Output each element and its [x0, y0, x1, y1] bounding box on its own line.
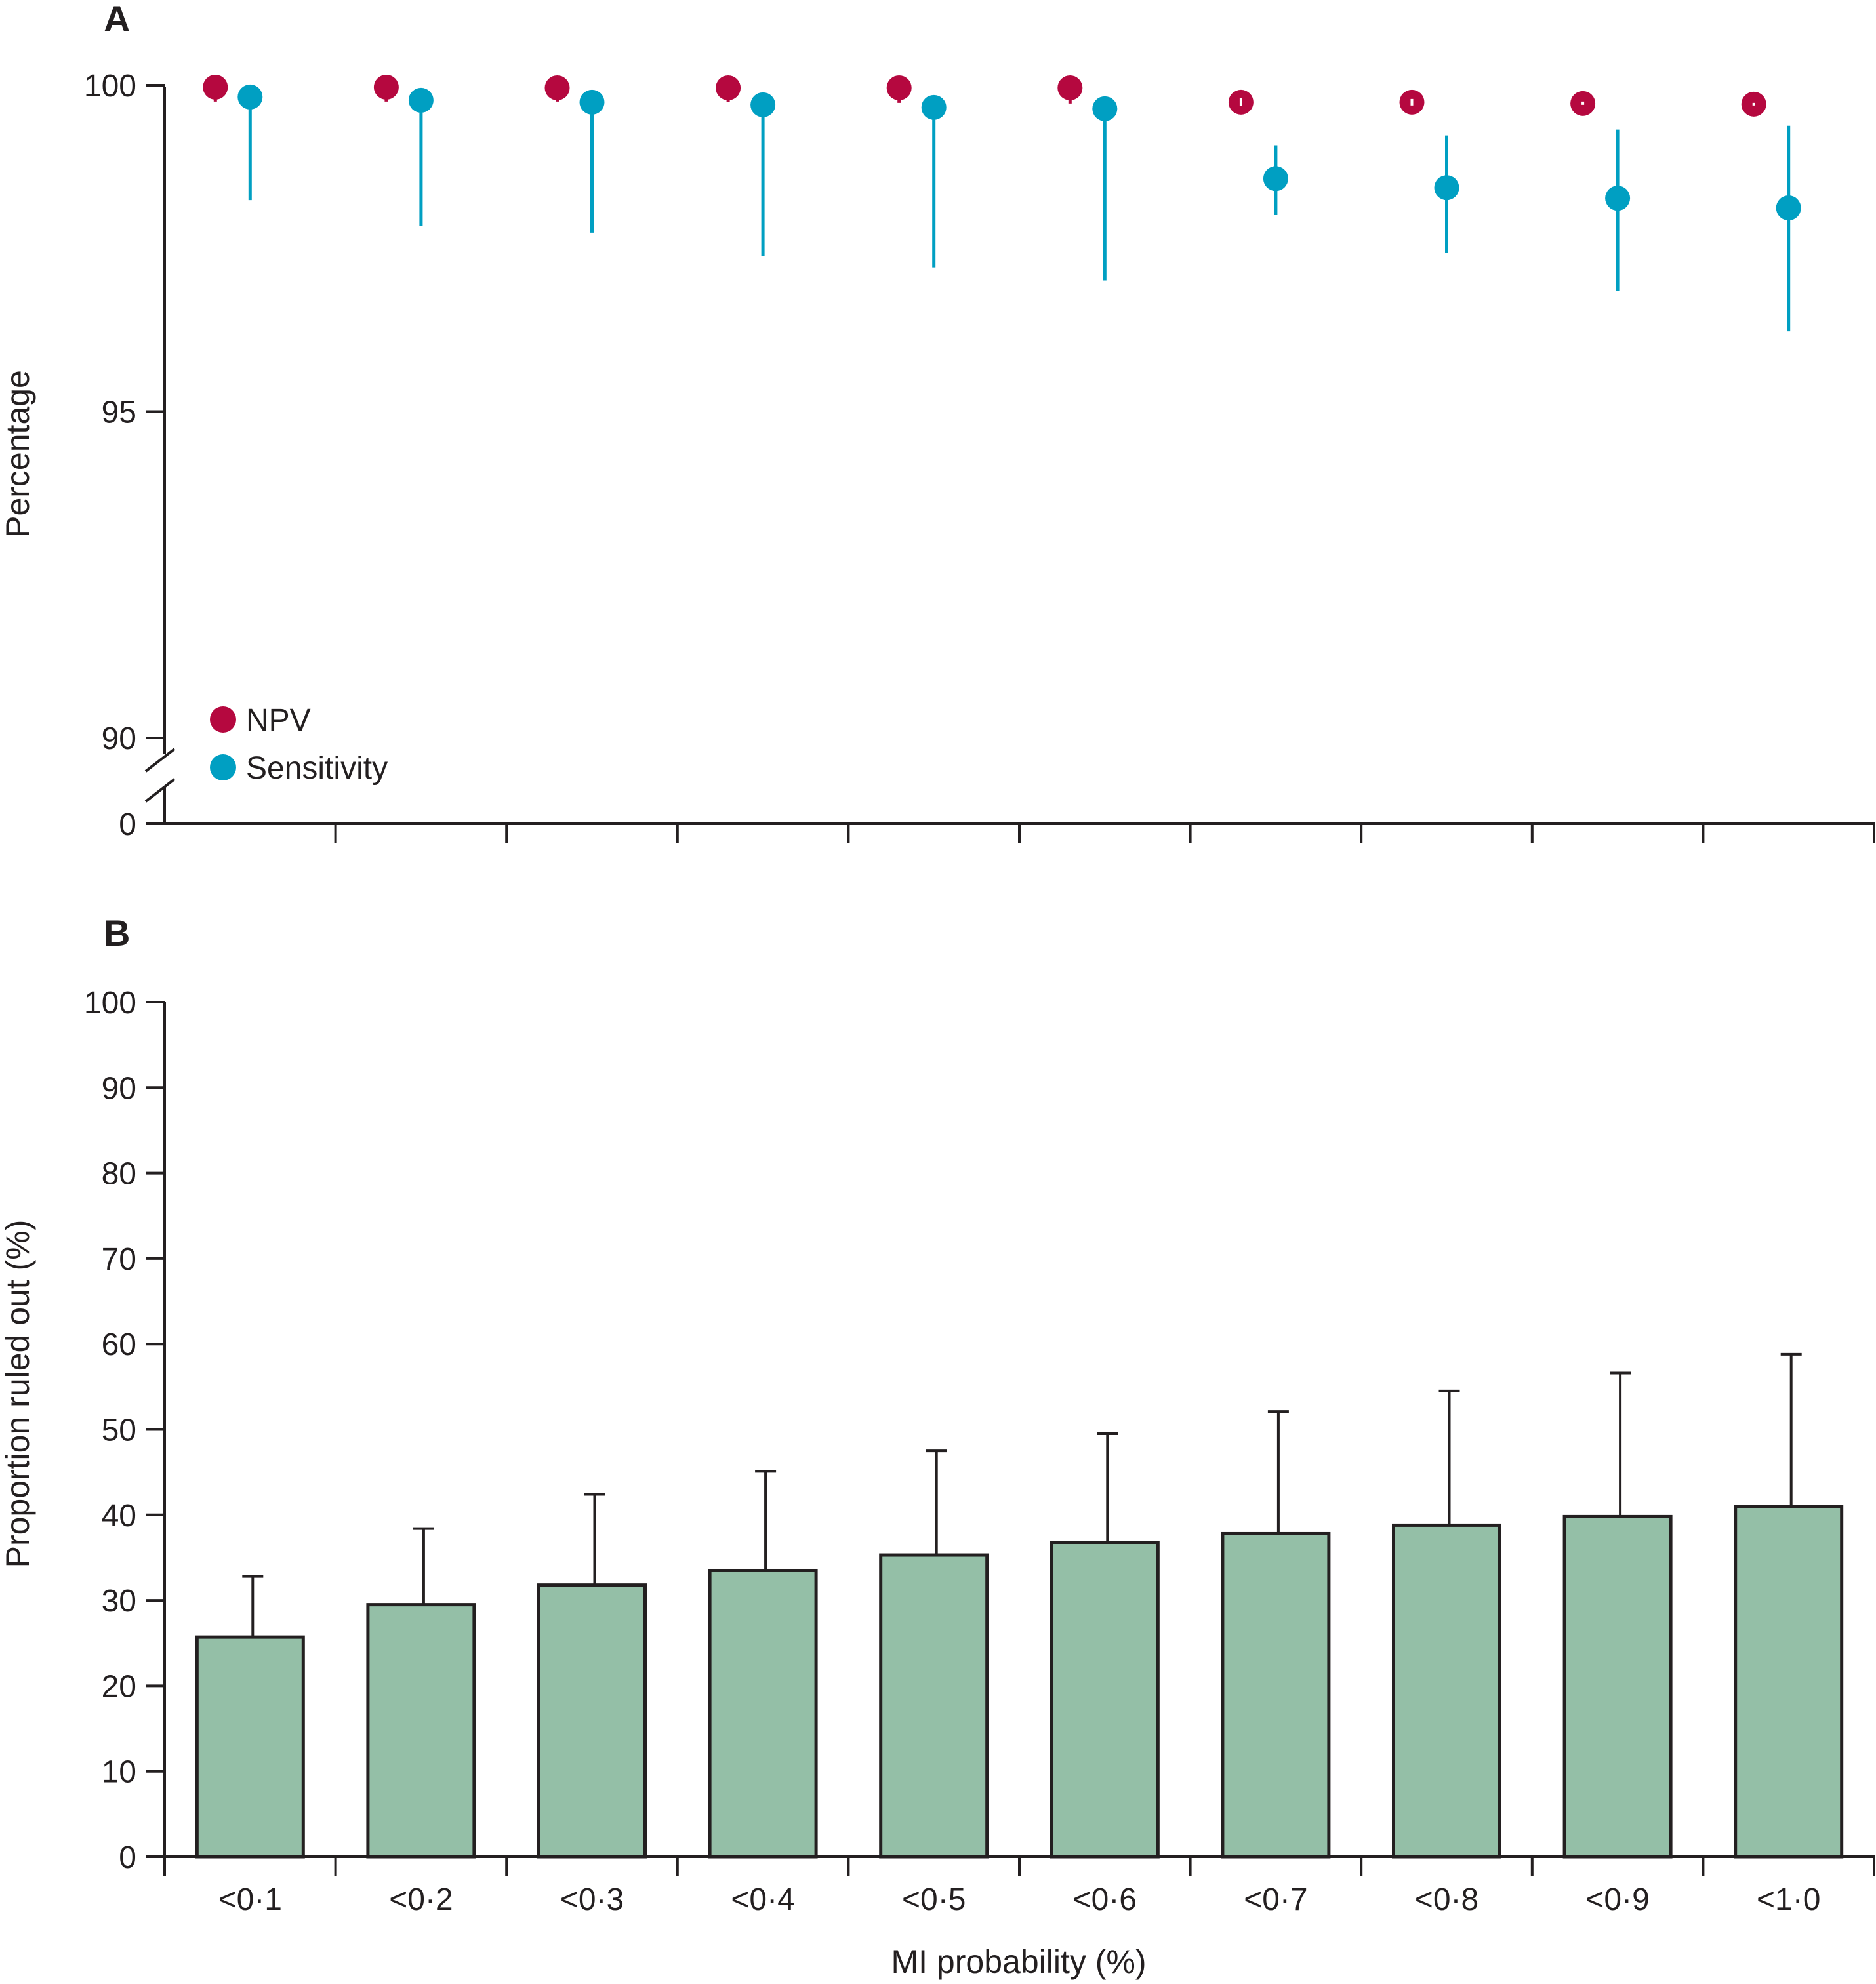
y-tick-label: 100	[84, 69, 136, 104]
y-tick-label: 40	[102, 1499, 136, 1533]
panel-a-label: A	[104, 0, 130, 39]
legend-marker-npv	[210, 706, 236, 733]
npv-point	[716, 75, 741, 100]
sensitivity-point	[237, 84, 263, 110]
y-axis-title: Percentage	[0, 370, 36, 538]
y-tick-label: 50	[102, 1413, 136, 1448]
sensitivity-point	[1776, 195, 1801, 221]
npv-point	[544, 75, 570, 100]
y-tick-label: 10	[102, 1755, 136, 1790]
bar	[1392, 1523, 1501, 1859]
sensitivity-point	[408, 87, 434, 113]
x-axis-title: MI probability (%)	[891, 1943, 1147, 1980]
sensitivity-point	[921, 94, 947, 120]
bar	[1221, 1531, 1331, 1859]
npv-point	[886, 75, 912, 100]
y-tick-label: 90	[102, 1071, 136, 1106]
y-tick-label: 95	[102, 395, 136, 430]
sensitivity-point	[1092, 96, 1118, 121]
x-tick-label: <1·0	[1757, 1882, 1820, 1917]
axis-break-mark	[144, 778, 176, 803]
sensitivity-point	[1434, 175, 1459, 201]
axis-break-mark	[144, 748, 176, 773]
bar	[537, 1583, 647, 1859]
npv-point	[373, 74, 399, 100]
bar	[1562, 1514, 1673, 1859]
y-tick-label: 0	[119, 807, 136, 842]
y-tick-label: 90	[102, 721, 136, 756]
y-tick-label: 30	[102, 1584, 136, 1619]
x-tick-label: <0·3	[560, 1882, 624, 1917]
sensitivity-point	[579, 89, 605, 115]
x-tick-label: <0·7	[1244, 1882, 1307, 1917]
sensitivity-point	[1605, 186, 1631, 211]
y-axis-title: Proportion ruled out (%)	[0, 1220, 36, 1568]
bar	[1050, 1540, 1160, 1859]
y-tick-label: 60	[102, 1327, 136, 1362]
y-tick-label: 0	[119, 1840, 136, 1875]
panel-b: 0 10 20 30 40 50 60 70 80 90 100 <0·1 <0·2 <0·3 <0·4 <0…	[0, 986, 1875, 1980]
y-tick-label: 20	[102, 1669, 136, 1704]
x-tick-label: <0·9	[1585, 1882, 1649, 1917]
x-tick-label: <0·2	[389, 1882, 453, 1917]
bar	[195, 1635, 305, 1859]
x-tick-label: <0·6	[1073, 1882, 1137, 1917]
panel-a: 0 90 95 100 Percentage NPV Sensitivity	[0, 69, 1875, 843]
x-tick-label: <0·1	[218, 1882, 282, 1917]
x-tick-label: <0·4	[731, 1882, 794, 1917]
legend-marker-sensitivity	[210, 754, 236, 780]
x-tick-label: <0·8	[1415, 1882, 1478, 1917]
y-tick-label: 100	[84, 986, 136, 1021]
bar	[708, 1568, 818, 1859]
legend-label-sensitivity: Sensitivity	[246, 751, 388, 786]
bar	[1734, 1505, 1844, 1859]
bar	[879, 1553, 989, 1859]
y-tick-label: 80	[102, 1157, 136, 1192]
bar	[366, 1603, 476, 1859]
npv-point	[1057, 75, 1083, 100]
sensitivity-point	[750, 92, 776, 117]
sensitivity-point	[1263, 166, 1288, 192]
y-tick-label: 70	[102, 1242, 136, 1277]
legend-label-npv: NPV	[246, 703, 311, 738]
x-tick-label: <0·5	[902, 1882, 966, 1917]
panel-b-label: B	[104, 912, 130, 954]
npv-point	[203, 74, 228, 100]
